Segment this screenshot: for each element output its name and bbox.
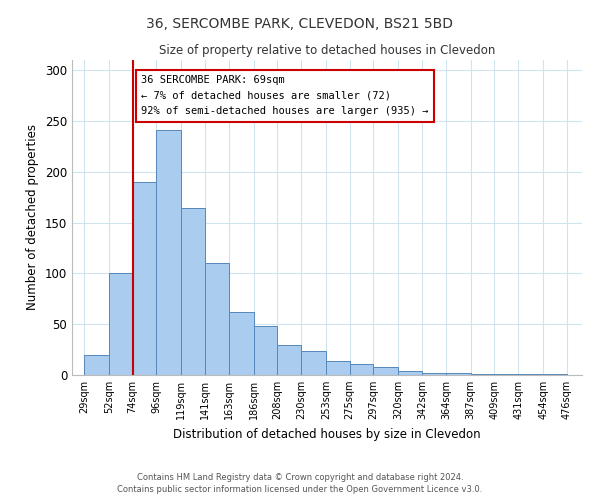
Bar <box>398 371 422 375</box>
Bar <box>518 374 543 375</box>
Bar <box>471 374 494 375</box>
Bar <box>254 326 277 375</box>
Bar <box>543 374 567 375</box>
Bar <box>494 374 518 375</box>
Y-axis label: Number of detached properties: Number of detached properties <box>26 124 40 310</box>
Bar <box>446 373 471 375</box>
Bar <box>133 182 156 375</box>
Bar <box>205 263 229 375</box>
Bar <box>277 344 301 375</box>
X-axis label: Distribution of detached houses by size in Clevedon: Distribution of detached houses by size … <box>173 428 481 440</box>
Bar <box>350 364 373 375</box>
Bar <box>109 274 133 375</box>
Bar <box>373 367 398 375</box>
Bar <box>229 312 254 375</box>
Bar <box>422 373 446 375</box>
Bar <box>84 354 109 375</box>
Text: Contains HM Land Registry data © Crown copyright and database right 2024.
Contai: Contains HM Land Registry data © Crown c… <box>118 472 482 494</box>
Title: Size of property relative to detached houses in Clevedon: Size of property relative to detached ho… <box>159 44 495 58</box>
Bar <box>326 361 350 375</box>
Bar <box>301 350 326 375</box>
Text: 36, SERCOMBE PARK, CLEVEDON, BS21 5BD: 36, SERCOMBE PARK, CLEVEDON, BS21 5BD <box>146 18 454 32</box>
Text: 36 SERCOMBE PARK: 69sqm
← 7% of detached houses are smaller (72)
92% of semi-det: 36 SERCOMBE PARK: 69sqm ← 7% of detached… <box>141 75 428 116</box>
Bar <box>181 208 205 375</box>
Bar <box>156 130 181 375</box>
